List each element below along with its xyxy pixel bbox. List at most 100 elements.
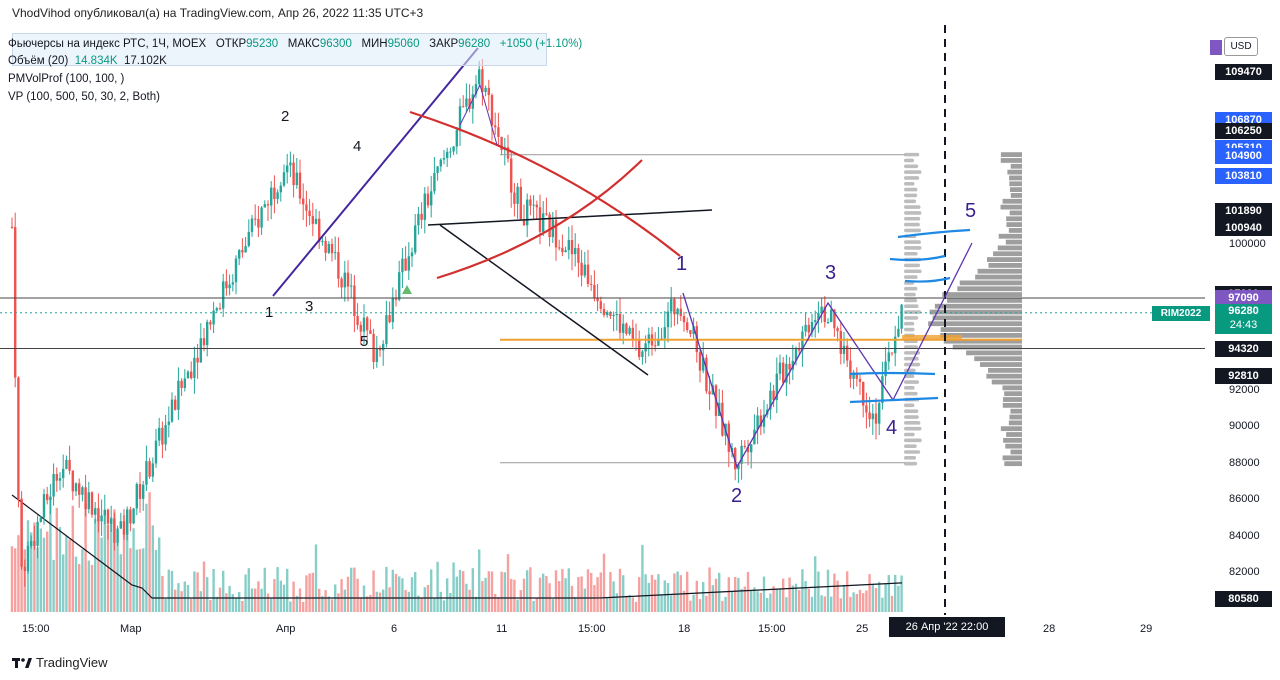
volume-bar-172 (561, 569, 564, 612)
volume-bar-173 (564, 578, 567, 612)
candle-body-185 (602, 308, 606, 316)
volume-bar-258 (836, 580, 839, 612)
volume-bar-102 (337, 593, 340, 612)
vp-bar-23 (940, 327, 1022, 332)
vp-pip-13 (904, 386, 915, 390)
legend-row-vp: VP (100, 500, 50, 30, 2, Both) (8, 91, 160, 103)
candle-body-170 (554, 219, 558, 248)
candle-body-142 (465, 98, 468, 107)
volume-bar-246 (798, 589, 801, 612)
volume-bar-242 (785, 597, 788, 612)
vp-bar-4 (1003, 437, 1022, 443)
candle-body-72 (241, 250, 244, 253)
candle-body-30 (106, 509, 110, 524)
vp-bar-50 (1007, 169, 1022, 175)
vp-pip-49 (904, 176, 920, 180)
volume-bar-20 (74, 556, 78, 612)
vp-pip-6 (904, 426, 922, 431)
candle-body-198 (644, 343, 647, 352)
candle-body-18 (68, 459, 71, 471)
candle-body-125 (410, 252, 414, 257)
candle-body-32 (113, 518, 116, 543)
volume-bar-41 (142, 548, 145, 612)
volume-bar-271 (878, 581, 881, 612)
volume-bar-250 (810, 596, 814, 612)
candle-body-93 (308, 210, 311, 217)
volume-bar-203 (660, 594, 663, 612)
candle-body-20 (74, 483, 78, 492)
volume-bar-31 (110, 517, 113, 612)
volume-bar-74 (247, 568, 250, 612)
candle-body-276 (894, 336, 897, 354)
volume-bar-170 (554, 570, 558, 612)
vp-pip-2 (904, 450, 921, 454)
volume-profile (902, 152, 1022, 467)
candle-body-3 (20, 499, 23, 567)
candle-body-90 (298, 172, 302, 199)
candle-body-180 (586, 264, 590, 284)
volume-bar-185 (602, 553, 606, 612)
time-label-3: 6 (391, 623, 398, 635)
wave-label-black-4: 4 (353, 138, 362, 155)
candle-body-28 (100, 515, 103, 522)
candle-body-88 (292, 162, 295, 186)
candle-body-254 (823, 306, 826, 322)
candle-body-55 (186, 371, 190, 379)
candle-body-65 (218, 308, 222, 310)
volume-bar-275 (890, 595, 894, 612)
volume-bar-14 (55, 507, 58, 612)
volume-bar-117 (385, 566, 388, 612)
candle-body-255 (826, 321, 830, 323)
vp-bar-20 (952, 344, 1022, 350)
vp-pip-47 (904, 187, 918, 192)
candle-body-242 (785, 363, 788, 383)
vp-pip-28 (904, 298, 918, 303)
candle-body-73 (244, 246, 247, 253)
candle-body-268 (868, 412, 871, 420)
candle-body-137 (449, 151, 452, 153)
volume-bar-198 (644, 574, 647, 612)
volume-bar-256 (830, 596, 833, 612)
candle-body-92 (305, 204, 308, 211)
volume-bar-189 (615, 593, 618, 612)
time-axis[interactable]: 15:00 Мар Апр 6 11 15:00 18 15:00 25 28 29 (0, 615, 1205, 640)
vp-pip-53 (904, 152, 920, 157)
volume-bar-267 (865, 590, 868, 612)
wave-label-black-2: 2 (281, 108, 290, 125)
candle-body-139 (455, 129, 458, 147)
volume-bar-231 (750, 590, 753, 612)
volume-bar-277 (897, 585, 900, 612)
candle-body-29 (103, 509, 106, 516)
candle-body-86 (286, 165, 289, 173)
volume-bar-239 (775, 589, 778, 612)
candle-body-1 (14, 227, 17, 378)
candle-body-211 (686, 322, 689, 331)
wave-label-purple-1: 1 (676, 253, 688, 275)
candle-body-22 (81, 487, 84, 495)
candle-body-108 (356, 316, 359, 325)
candle-body-59 (199, 338, 202, 363)
vp-bar-14 (991, 379, 1022, 385)
vp-pip-8 (904, 415, 919, 419)
candle-body-181 (590, 283, 593, 285)
candle-body-45 (154, 440, 158, 464)
price-chart[interactable] (0, 0, 1205, 615)
volume-bar-261 (846, 571, 849, 612)
candle-body-202 (657, 338, 660, 346)
volume-bar-232 (753, 587, 756, 612)
volume-bar-66 (222, 570, 225, 612)
candle-body-69 (231, 282, 234, 285)
currency-badge[interactable]: USD (1224, 37, 1258, 56)
candle-body-6 (30, 541, 33, 547)
volume-bar-105 (346, 576, 350, 612)
volume-bar-35 (122, 515, 126, 612)
candle-body-259 (839, 331, 842, 354)
volume-bar-245 (794, 583, 798, 612)
candle-body-192 (625, 323, 628, 334)
volume-bar-272 (881, 597, 884, 612)
candle-body-274 (887, 352, 890, 362)
volume-bar-88 (292, 581, 295, 612)
volume-bar-111 (366, 596, 369, 612)
footer-brand[interactable]: TradingView (12, 655, 108, 670)
volume-bar-64 (215, 596, 218, 612)
